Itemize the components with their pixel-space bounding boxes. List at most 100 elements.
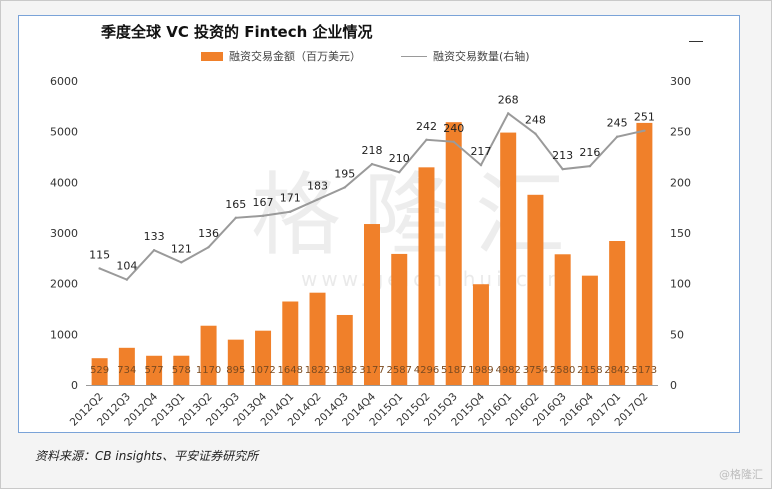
bar: [309, 292, 326, 385]
bar: [418, 167, 435, 385]
bar-value-label: 1989: [468, 365, 493, 376]
line-point: [125, 278, 129, 281]
y-right-tick-label: 150: [670, 227, 691, 240]
line-value-label: 213: [552, 149, 573, 162]
line-value-label: 133: [144, 230, 165, 243]
y-left-tick-label: 1000: [50, 328, 78, 341]
bar-value-label: 5187: [441, 365, 466, 376]
line-value-label: 240: [443, 122, 464, 135]
bar: [91, 358, 108, 385]
chart-title: 季度全球 VC 投资的 Fintech 企业情况: [101, 23, 373, 41]
bar: [500, 132, 517, 385]
line-value-label: 183: [307, 180, 328, 193]
bar: [200, 325, 217, 385]
line-point: [643, 129, 646, 132]
line-point: [180, 261, 183, 264]
bar-value-label: 529: [90, 365, 109, 376]
bar-value-label: 4296: [414, 365, 439, 376]
line-point: [452, 140, 455, 143]
line-value-label: 115: [89, 248, 110, 261]
line-value-label: 104: [116, 260, 137, 273]
legend-swatch-line: [401, 55, 427, 57]
bar-value-label: 1822: [305, 365, 330, 376]
bar: [173, 355, 190, 385]
line-point: [479, 163, 483, 167]
line-point: [234, 216, 238, 219]
y-right-tick-label: 300: [670, 75, 691, 88]
line-value-label: 167: [253, 196, 274, 209]
y-left-tick-label: 6000: [50, 75, 78, 88]
bar-value-label: 3177: [359, 365, 384, 376]
bar-value-label: 1648: [278, 365, 303, 376]
line-point: [588, 164, 592, 168]
bar-value-label: 1170: [196, 365, 221, 376]
legend-item-count: 融资交易数量(右轴): [401, 48, 530, 64]
line-value-label: 165: [225, 198, 246, 211]
y-right-tick-label: 250: [670, 126, 691, 139]
bar: [445, 122, 462, 385]
line-value-label: 171: [280, 192, 301, 205]
bar-value-label: 577: [145, 365, 164, 376]
line-point: [152, 249, 156, 252]
source-note: 资料来源：CB insights、平安证券研究所: [35, 449, 259, 463]
bar: [581, 275, 598, 385]
bar-value-label: 895: [226, 365, 245, 376]
legend-label-amount: 融资交易金额（百万美元）: [229, 50, 361, 63]
line-value-label: 216: [579, 146, 600, 159]
y-left-tick-label: 3000: [50, 227, 78, 240]
bar-value-label: 2580: [550, 365, 575, 376]
line-point: [615, 135, 619, 138]
bar-value-label: 578: [172, 365, 191, 376]
line-point: [506, 112, 510, 115]
bar-value-label: 1382: [332, 365, 357, 376]
line-point: [289, 210, 292, 213]
line-point: [398, 171, 401, 174]
bar-value-label: 3754: [523, 365, 548, 376]
bar-value-label: 5173: [632, 365, 657, 376]
bar: [255, 330, 272, 385]
bar: [636, 122, 653, 385]
line-point: [370, 162, 374, 166]
line-value-label: 245: [607, 117, 628, 130]
bars-layer: [91, 122, 653, 385]
line-value-label: 217: [470, 145, 491, 158]
bar-value-label: 2587: [387, 365, 412, 376]
line-point: [425, 138, 428, 141]
labels-layer: 529 734 577 578 1170 895 1072 1648 1822 1382 3177 2…: [89, 93, 657, 376]
bar: [609, 241, 626, 385]
bar: [146, 355, 163, 385]
bar-value-label: 1072: [250, 365, 275, 376]
line-value-label: 248: [525, 114, 546, 127]
bar: [364, 224, 380, 385]
bar-value-label: 2842: [604, 365, 629, 376]
legend-item-amount: 融资交易金额（百万美元）: [201, 48, 361, 64]
line-point: [316, 198, 319, 201]
line-point: [98, 267, 101, 270]
bar: [118, 347, 135, 385]
line-point: [207, 245, 210, 249]
bar: [527, 194, 544, 385]
bar: [282, 301, 299, 385]
corner-dash: [689, 41, 703, 42]
bar-value-label: 734: [117, 365, 136, 376]
watermark-corner: @格隆汇: [719, 468, 763, 481]
y-right-tick-label: 200: [670, 176, 691, 189]
bar-value-label: 4982: [495, 365, 520, 376]
line-value-label: 121: [171, 242, 192, 255]
line-layer: [98, 111, 646, 281]
y-left-tick-label: 4000: [50, 176, 78, 189]
line-value-label: 210: [389, 152, 410, 165]
line-value-label: 218: [362, 144, 383, 157]
y-left-tick-label: 5000: [50, 126, 78, 139]
bar: [472, 284, 489, 385]
bar: [336, 314, 353, 385]
line-value-label: 136: [198, 227, 219, 240]
line-value-label: 242: [416, 120, 437, 133]
legend-label-count: 融资交易数量(右轴): [433, 50, 530, 63]
line-point: [261, 214, 265, 217]
y-right-tick-label: 50: [670, 328, 684, 341]
bar-value-label: 2158: [577, 365, 602, 376]
bar: [227, 339, 244, 385]
line-point: [561, 167, 564, 171]
